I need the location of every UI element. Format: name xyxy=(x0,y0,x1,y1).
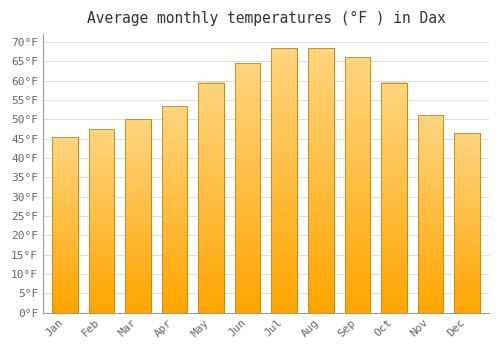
Bar xyxy=(418,116,443,313)
Bar xyxy=(235,63,260,313)
Bar xyxy=(381,83,406,313)
Bar xyxy=(381,83,406,313)
Bar xyxy=(125,119,151,313)
Title: Average monthly temperatures (°F ) in Dax: Average monthly temperatures (°F ) in Da… xyxy=(86,11,446,26)
Bar xyxy=(125,119,151,313)
Bar xyxy=(235,63,260,313)
Bar xyxy=(272,48,297,313)
Bar xyxy=(454,133,480,313)
Bar xyxy=(272,48,297,313)
Bar xyxy=(162,106,188,313)
Bar xyxy=(344,57,370,313)
Bar xyxy=(308,48,334,313)
Bar xyxy=(88,129,114,313)
Bar xyxy=(162,106,188,313)
Bar xyxy=(418,116,443,313)
Bar xyxy=(88,129,114,313)
Bar xyxy=(454,133,480,313)
Bar xyxy=(308,48,334,313)
Bar xyxy=(52,137,78,313)
Bar xyxy=(198,83,224,313)
Bar xyxy=(344,57,370,313)
Bar xyxy=(52,137,78,313)
Bar xyxy=(198,83,224,313)
